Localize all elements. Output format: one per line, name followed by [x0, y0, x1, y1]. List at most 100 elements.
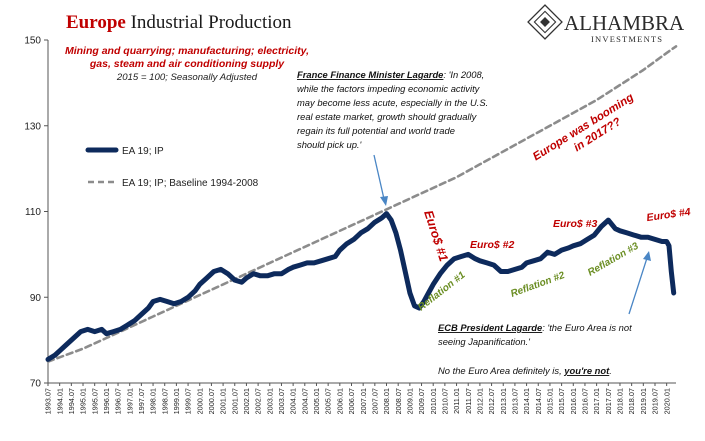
x-tick-label: 1999.07 — [184, 388, 193, 414]
x-tick-label: 1994.07 — [67, 388, 76, 414]
label-euro-1: Euro$ #1 — [421, 209, 451, 264]
lagarde-2008-quote-5: regain its full potential and world trad… — [297, 125, 455, 136]
x-tick-label: 2011.07 — [464, 388, 473, 414]
lagarde-2008-label: France Finance Minister Lagarde — [297, 69, 443, 80]
label-reflation-2: Reflation #2 — [509, 270, 566, 300]
x-tick-label: 2005.01 — [312, 388, 321, 414]
final-note: No the Euro Area definitely is, you're n… — [438, 365, 612, 376]
legend-label-ip: EA 19; IP — [122, 146, 164, 157]
x-tick-label: 1997.07 — [137, 388, 146, 414]
x-tick-label: 2003.01 — [265, 388, 274, 414]
alhambra-logo: ALHAMBRA INVESTMENTS — [527, 4, 685, 44]
x-tick-label: 1998.07 — [160, 388, 169, 414]
lagarde-2008-quote-4: real estate market, growth should gradua… — [297, 111, 478, 122]
y-tick-label: 130 — [24, 121, 41, 132]
x-tick-label: 1995.01 — [79, 388, 88, 414]
x-tick-label: 2002.01 — [242, 388, 251, 414]
x-tick-label: 1996.07 — [114, 388, 123, 414]
x-tick-label: 2005.07 — [324, 388, 333, 414]
y-tick-label: 110 — [25, 207, 41, 218]
arrow-2008 — [373, 154, 385, 200]
annotation-lagarde-2008: France Finance Minister Lagarde: 'In 200… — [297, 69, 488, 206]
y-tick-label: 150 — [24, 36, 41, 47]
x-tick-label: 2004.07 — [300, 388, 309, 414]
legend: EA 19; IP EA 19; IP; Baseline 1994-2008 — [85, 146, 259, 189]
legend-label-baseline: EA 19; IP; Baseline 1994-2008 — [122, 178, 259, 189]
diamond-logo-icon — [527, 4, 563, 40]
y-tick-label: 90 — [30, 293, 42, 304]
x-tick-label: 2015.07 — [557, 388, 566, 414]
arrow-2008-head-icon — [380, 196, 388, 206]
x-tick-label: 2011.01 — [452, 388, 461, 414]
final-note-emph: you're not — [563, 365, 610, 376]
series-line-ip — [45, 211, 677, 362]
x-tick-label: 2013.01 — [499, 388, 508, 414]
x-tick-label: 1994.01 — [55, 388, 64, 414]
lagarde-2008-quote-2: while the factors impeding economic acti… — [297, 83, 481, 94]
x-tick-label: 2012.07 — [487, 388, 496, 414]
label-euro-4: Euro$ #4 — [646, 206, 692, 224]
x-tick-label: 2002.07 — [254, 388, 263, 414]
x-tick-label: 2000.07 — [207, 388, 216, 414]
label-reflation-3: Reflation #3 — [586, 241, 641, 279]
x-tick-label: 2003.07 — [277, 388, 286, 414]
lagarde-2008-quote-1: : 'In 2008, — [443, 69, 484, 80]
label-euro-2: Euro$ #2 — [470, 239, 515, 251]
ecb-quote-2: seeing Japanification.' — [438, 336, 531, 347]
subtitle-line-2: gas, steam and air conditioning supply — [89, 58, 285, 70]
x-tick-label: 2019.07 — [651, 388, 660, 414]
x-tick-label: 2017.07 — [604, 388, 613, 414]
x-tick-label: 1996.01 — [102, 388, 111, 414]
annotation-ecb: ECB President Lagarde: 'the Euro Area is… — [438, 251, 651, 376]
x-tick-label: 2012.01 — [475, 388, 484, 414]
x-tick-label: 2013.07 — [511, 388, 520, 414]
x-tick-label: 2009.01 — [405, 388, 414, 414]
x-tick-label: 1998.01 — [149, 388, 158, 414]
x-tick-label: 2018.07 — [627, 388, 636, 414]
title-part-2: Industrial Production — [126, 12, 292, 33]
x-tick-label: 2009.07 — [417, 388, 426, 414]
x-tick-label: 2007.07 — [370, 388, 379, 414]
final-note-post: . — [609, 365, 612, 376]
x-tick-label: 2014.01 — [522, 388, 531, 414]
ecb-label: ECB President Lagarde — [438, 322, 542, 333]
y-ticks: 70 90 110 130 150 — [24, 36, 48, 390]
x-tick-label: 2010.07 — [440, 388, 449, 414]
x-ticks: 1993.07 1994.01 1994.07 1995.01 1995.07 1996.… — [44, 383, 671, 414]
ecb-line-1: ECB President Lagarde: 'the Euro Area is… — [438, 322, 632, 333]
series-line-baseline — [46, 45, 678, 363]
chart-title: Europe Industrial Production — [66, 12, 292, 33]
x-tick-label: 2008.01 — [382, 388, 391, 414]
x-tick-label: 2014.07 — [534, 388, 543, 414]
final-note-pre: No the Euro Area definitely is, — [438, 365, 564, 376]
y-tick-label: 70 — [30, 379, 42, 390]
logo-name: ALHAMBRA — [564, 11, 685, 35]
ecb-quote-1: : 'the Euro Area is not — [542, 322, 632, 333]
x-tick-label: 1999.01 — [172, 388, 181, 414]
x-tick-label: 2001.01 — [219, 388, 228, 414]
x-tick-label: 2018.01 — [616, 388, 625, 414]
label-reflation-1: Reflation #1 — [416, 270, 468, 314]
base-note: 2015 = 100; Seasonally Adjusted — [116, 72, 258, 83]
lagarde-2008-quote-6: should pick up.' — [297, 139, 363, 150]
arrow-2020 — [628, 257, 648, 315]
x-tick-label: 2008.07 — [394, 388, 403, 414]
lagarde-2008-quote-3: may become less acute, especially in the… — [297, 97, 488, 108]
x-tick-label: 2000.01 — [195, 388, 204, 414]
x-tick-label: 2016.07 — [581, 388, 590, 414]
label-euro-3: Euro$ #3 — [553, 218, 598, 230]
x-tick-label: 1995.07 — [90, 388, 99, 414]
x-tick-label: 1997.01 — [125, 388, 134, 414]
x-tick-label: 2007.01 — [359, 388, 368, 414]
x-tick-label: 2006.07 — [347, 388, 356, 414]
x-tick-label: 2001.07 — [230, 388, 239, 414]
x-tick-label: 2004.01 — [289, 388, 298, 414]
x-tick-label: 2010.01 — [429, 388, 438, 414]
x-tick-label: 2020.01 — [662, 388, 671, 414]
x-tick-label: 2019.01 — [639, 388, 648, 414]
x-tick-label: 2017.01 — [592, 388, 601, 414]
subtitle-line-1: Mining and quarrying; manufacturing; ele… — [65, 45, 309, 57]
x-tick-label: 2006.01 — [335, 388, 344, 414]
title-part-1: Europe — [66, 12, 126, 33]
